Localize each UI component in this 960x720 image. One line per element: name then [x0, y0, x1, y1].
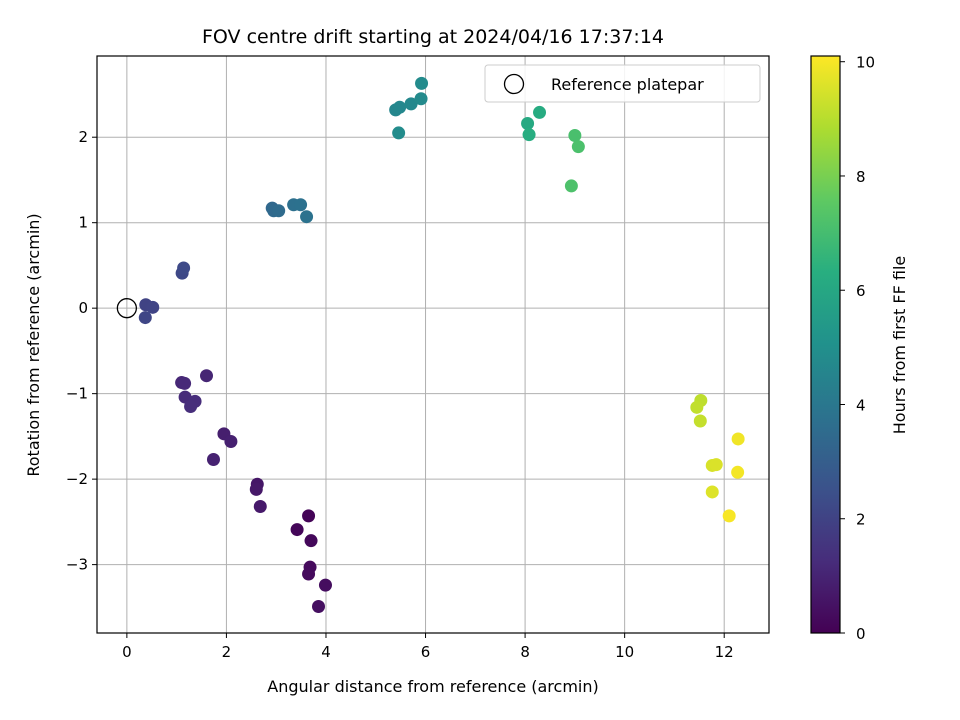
data-point: [253, 499, 267, 513]
data-point: [690, 400, 704, 414]
colorbar-tick-label: 10: [856, 54, 875, 72]
data-point: [731, 432, 745, 446]
data-point: [521, 117, 535, 131]
data-point: [138, 311, 152, 325]
colorbar-tick-label: 0: [856, 625, 866, 643]
legend-marker-icon: [503, 73, 525, 95]
data-point: [705, 485, 719, 499]
colorbar: 0 2 4 6 8 10 Hours from first FF file: [810, 54, 909, 643]
y-tick-label: −3: [66, 556, 88, 574]
colorbar-tick-label: 6: [856, 282, 866, 300]
x-axis-label: Angular distance from reference (arcmin): [267, 677, 598, 696]
data-point: [177, 261, 191, 275]
x-tick-label: 4: [321, 643, 331, 661]
y-axis-ticks: −3 −2 −1 0 1 2: [66, 128, 97, 574]
x-tick-label: 10: [615, 643, 634, 661]
data-point: [568, 128, 582, 142]
colorbar-frame: [810, 55, 841, 634]
reference-platepar-marker: [116, 298, 138, 319]
plot-frame: [96, 55, 770, 634]
data-point: [404, 97, 418, 111]
data-point: [184, 399, 198, 413]
x-tick-label: 2: [222, 643, 232, 661]
data-point: [200, 369, 214, 383]
data-point: [206, 452, 220, 466]
data-point: [722, 509, 736, 523]
data-point: [272, 204, 286, 218]
y-axis-label: Rotation from reference (arcmin): [24, 213, 43, 476]
data-point: [522, 128, 536, 142]
colorbar-gradient: [811, 56, 840, 633]
colorbar-tick-label: 8: [856, 168, 866, 186]
legend-label: Reference platepar: [551, 75, 704, 94]
data-point: [392, 126, 406, 140]
data-point: [709, 458, 723, 472]
data-point: [290, 523, 304, 537]
data-point: [302, 567, 316, 581]
data-point: [415, 76, 429, 90]
data-point: [302, 509, 316, 523]
colorbar-label: Hours from first FF file: [890, 256, 909, 435]
legend-box: [484, 64, 761, 103]
data-point: [318, 578, 332, 592]
colorbar-ticks: 0 2 4 6 8 10: [840, 54, 875, 643]
data-point: [249, 482, 263, 496]
data-point: [224, 435, 238, 449]
y-tick-label: 1: [78, 214, 88, 232]
data-point: [304, 534, 318, 548]
x-tick-label: 0: [122, 643, 132, 661]
data-point: [533, 105, 547, 119]
data-point: [146, 300, 160, 314]
data-point: [571, 140, 585, 154]
y-tick-label: −1: [66, 385, 88, 403]
y-tick-label: 2: [78, 128, 88, 146]
data-point: [312, 600, 326, 614]
grid-lines: [97, 56, 769, 633]
data-point: [300, 210, 314, 224]
data-point: [731, 465, 745, 479]
data-point: [564, 179, 578, 193]
data-point: [693, 414, 707, 428]
y-tick-label: 0: [78, 299, 88, 317]
x-tick-label: 8: [520, 643, 530, 661]
data-point: [178, 376, 192, 390]
data-point: [294, 198, 308, 212]
x-tick-label: 12: [715, 643, 734, 661]
x-tick-label: 6: [421, 643, 431, 661]
legend: Reference platepar: [484, 64, 761, 103]
colorbar-tick-label: 2: [856, 511, 866, 529]
chart-title: FOV centre drift starting at 2024/04/16 …: [202, 26, 664, 48]
data-point: [393, 100, 407, 114]
data-point: [414, 92, 428, 106]
x-axis-ticks: 0 2 4 6 8 10 12: [122, 633, 734, 661]
colorbar-tick-label: 4: [856, 396, 866, 414]
y-tick-label: −2: [66, 470, 88, 488]
data-point: [178, 390, 192, 404]
data-points: [138, 76, 745, 614]
